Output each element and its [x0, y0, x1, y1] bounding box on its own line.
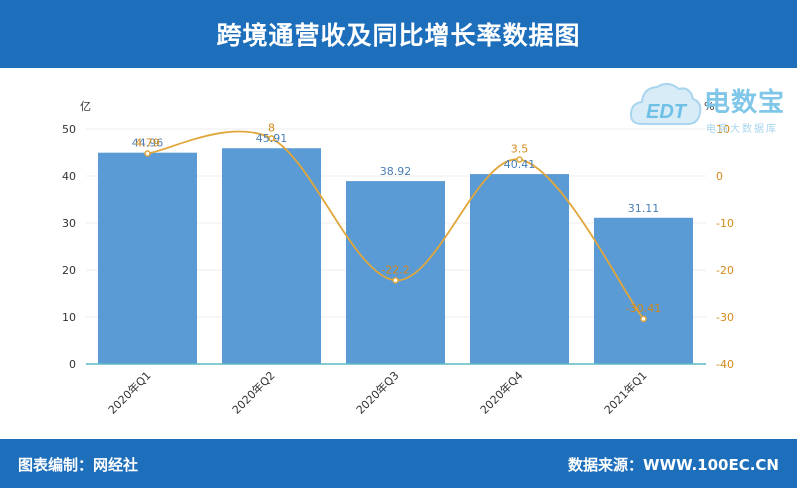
line-value-label: 4.79 [135, 136, 160, 149]
bar [594, 217, 693, 364]
line-value-label: 8 [268, 121, 275, 134]
bar-value-label: 45.91 [256, 132, 288, 145]
left-axis-unit: 亿 [80, 100, 91, 113]
line-value-label: 3.5 [511, 143, 529, 156]
chart-title: 跨境通营收及同比增长率数据图 [216, 21, 581, 50]
line-value-label: -30.41 [626, 302, 661, 315]
right-tick-label: 0 [716, 170, 723, 183]
category-label: 2020年Q1 [105, 368, 154, 417]
right-tick-label: -20 [716, 264, 734, 277]
left-tick-label: 40 [62, 170, 76, 183]
left-tick-label: 50 [62, 123, 76, 136]
footer-bar: 图表编制：网经社 数据来源：WWW.100EC.CN [0, 439, 797, 488]
bar [346, 181, 445, 364]
line-point [516, 156, 523, 163]
label-layer: 44.96 45.91 38.92 40.41 31.11 4.79 8 -22.2 3.5 -3… [132, 121, 661, 315]
category-label: 2020年Q2 [229, 368, 278, 417]
bar-value-label: 31.11 [628, 202, 660, 215]
line-point [144, 150, 151, 157]
header-bar: 跨境通营收及同比增长率数据图 [0, 0, 797, 68]
bar-value-label: 38.92 [380, 165, 412, 178]
line-point [392, 277, 399, 284]
logo: EDT 电数宝 电商大数据库 [628, 74, 793, 136]
line-point [268, 135, 275, 142]
left-tick-label: 0 [69, 358, 76, 371]
logo-name: 电数宝 [704, 88, 786, 118]
left-tick-label: 10 [62, 311, 76, 324]
right-tick-label: -30 [716, 311, 734, 324]
chart: 44.96 45.91 38.92 40.41 31.11 4.79 8 -22.2 3.5 -3… [62, 100, 734, 417]
bar [98, 152, 197, 364]
right-tick-label: 10 [716, 123, 730, 136]
line-point [640, 315, 647, 323]
line-value-label: -22.2 [381, 263, 409, 276]
bar [470, 174, 569, 364]
bar-value-label: 44.96 [132, 137, 164, 150]
category-label: 2020年Q3 [353, 368, 402, 417]
chart-author: 图表编制：网经社 [18, 456, 139, 474]
left-tick-label: 30 [62, 217, 76, 230]
bar [222, 148, 321, 364]
bar-value-label: 40.41 [504, 158, 536, 171]
right-tick-label: -40 [716, 358, 734, 371]
category-label: 2021年Q1 [601, 368, 650, 417]
cloud-logo-icon: EDT [629, 83, 702, 125]
logo-mark: EDT [646, 101, 688, 123]
right-tick-label: -10 [716, 217, 734, 230]
growth-rate-line [147, 130, 645, 320]
bar-layer [98, 148, 693, 364]
right-axis-unit: % [704, 100, 714, 113]
logo-subtitle: 电商大数据库 [706, 124, 778, 135]
category-label: 2020年Q4 [477, 368, 526, 417]
left-tick-label: 20 [62, 264, 76, 277]
line-layer [144, 130, 647, 323]
data-source: 数据来源：WWW.100EC.CN [568, 456, 779, 474]
